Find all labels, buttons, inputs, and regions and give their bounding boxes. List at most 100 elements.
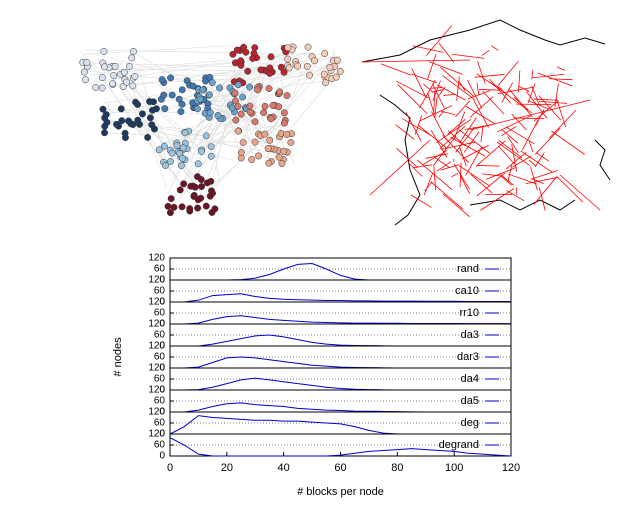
network-node (119, 117, 125, 123)
route (455, 101, 470, 117)
network-node (265, 145, 271, 151)
route (412, 68, 427, 98)
route (443, 94, 454, 95)
edge (85, 45, 235, 54)
network-node (212, 206, 218, 212)
legend-label: dar3 (457, 351, 479, 363)
network-node (132, 99, 138, 105)
network-node (234, 47, 240, 53)
coastline (470, 200, 575, 210)
route (491, 46, 498, 50)
route (434, 165, 436, 191)
network-node (198, 176, 204, 182)
legend-label: degrand (439, 439, 479, 451)
network-node (249, 156, 255, 162)
network-node (286, 65, 292, 71)
route (439, 43, 454, 62)
route (451, 173, 458, 177)
network-node (101, 48, 107, 54)
legend-label: da3 (461, 329, 479, 341)
route (457, 77, 460, 101)
route (418, 125, 446, 148)
network-node (337, 68, 343, 74)
network-node (306, 72, 312, 78)
y-tick-label: 60 (154, 352, 166, 363)
y-tick-label: 120 (148, 275, 165, 286)
network-node (130, 83, 136, 89)
y-tick-label: 60 (154, 418, 166, 429)
route (482, 50, 490, 55)
network-node (240, 139, 246, 145)
network-node (122, 134, 128, 140)
network-node (321, 50, 327, 56)
network-node (194, 106, 200, 112)
network-node (200, 87, 206, 93)
network-node (266, 85, 272, 91)
network-node (111, 72, 117, 78)
network-node (208, 143, 214, 149)
network-node (255, 153, 261, 159)
network-node (249, 55, 255, 61)
network-node (240, 44, 246, 50)
route (551, 131, 584, 154)
network-node (322, 80, 328, 86)
route (437, 162, 451, 171)
network-node (288, 139, 294, 145)
y-tick-label: 60 (154, 374, 166, 385)
network-node (100, 106, 106, 112)
network-node (180, 181, 186, 187)
route (466, 147, 482, 176)
network-node (281, 110, 287, 116)
y-tick-label: 60 (154, 264, 166, 275)
network-node (276, 154, 282, 160)
route (431, 111, 446, 140)
network-node (208, 153, 214, 159)
route (443, 194, 470, 217)
legend-label: deg (461, 417, 479, 429)
x-tick-label: 0 (167, 462, 173, 474)
network-node (216, 85, 222, 91)
network-node (178, 162, 184, 168)
route (370, 140, 430, 195)
route (556, 98, 566, 127)
network-node (162, 162, 168, 168)
y-tick-label: 120 (148, 297, 165, 308)
route (477, 61, 485, 84)
network-node (149, 107, 155, 113)
x-tick-label: 120 (502, 462, 520, 474)
route (434, 91, 435, 113)
network-node (144, 134, 150, 140)
route (426, 26, 451, 56)
route (431, 88, 442, 89)
network-node (268, 116, 274, 122)
x-tick-label: 80 (391, 462, 403, 474)
route (462, 145, 489, 159)
route (486, 167, 517, 179)
x-tick-label: 20 (221, 462, 233, 474)
route (535, 128, 560, 154)
route (424, 173, 433, 195)
network-node (334, 57, 340, 63)
network-node (284, 131, 290, 137)
network-node (118, 106, 124, 112)
network-node (104, 119, 110, 125)
network-node (187, 205, 193, 211)
network-node (179, 155, 185, 161)
network-node (235, 128, 241, 134)
network-node (162, 105, 168, 111)
route (460, 175, 470, 194)
route (408, 163, 422, 177)
route (521, 151, 552, 172)
route (434, 157, 450, 168)
network-node (275, 103, 281, 109)
network-node (128, 120, 134, 126)
route (381, 64, 411, 75)
network-node (268, 54, 274, 60)
network-illustration (80, 44, 345, 216)
x-tick-label: 100 (445, 462, 463, 474)
network-node (278, 130, 284, 136)
network-node (179, 87, 185, 93)
coastline (595, 140, 610, 180)
route (477, 83, 479, 95)
network-node (238, 111, 244, 117)
